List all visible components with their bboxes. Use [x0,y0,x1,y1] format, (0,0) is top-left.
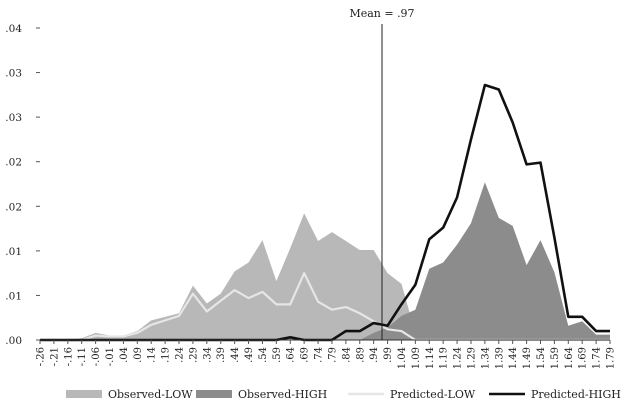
x-tick-label: .99 [383,347,394,363]
x-tick-label: -.06 [91,347,102,366]
x-tick-label: 1.64 [564,347,575,369]
x-tick-label: .64 [286,347,297,363]
x-tick-label: .09 [133,347,144,363]
legend-swatch-observed-low [66,390,102,398]
y-tick-label: .01 [5,246,22,258]
x-tick-label: .54 [258,347,269,363]
legend-label-predicted-low: Predicted-LOW [390,388,476,401]
x-tick-label: 1.59 [550,347,561,369]
x-tick-label: .04 [119,347,130,363]
y-tick-label: .01 [5,290,22,302]
legend-label-observed-high: Observed-HIGH [238,388,327,401]
legend-label-observed-low: Observed-LOW [108,388,193,401]
x-tick-label: .74 [314,347,325,363]
x-tick-label: 1.74 [592,347,603,369]
x-tick-label: .14 [147,347,158,363]
x-tick-label: .79 [327,347,338,363]
x-tick-label: .24 [175,347,186,363]
x-tick-label: 1.14 [425,347,436,369]
x-tick-label: 1.54 [536,347,547,369]
x-tick-label: 1.39 [494,347,505,369]
x-tick-label: .29 [188,347,199,363]
mean-label: Mean = .97 [349,7,414,20]
x-tick-label: .89 [355,347,366,363]
x-tick-label: -.26 [36,347,47,366]
series-area-observed-high [40,182,610,340]
x-tick-label: 1.04 [397,347,408,369]
x-tick-label: 1.09 [411,347,422,369]
x-tick-label: .19 [161,347,172,363]
x-tick-label: -.21 [49,347,60,366]
y-tick-label: .02 [5,201,22,213]
y-tick-label: .02 [5,157,22,169]
x-tick-label: -.01 [105,347,116,366]
x-tick-label: .84 [341,347,352,363]
legend-swatch-observed-high [196,390,232,398]
x-tick-label: 1.69 [578,347,589,369]
y-tick-label: .03 [5,112,22,124]
y-tick-label: .00 [5,335,22,347]
x-tick-label: 1.49 [522,347,533,369]
y-tick-label: .03 [5,68,22,80]
x-tick-label: 1.79 [606,347,617,369]
x-tick-label: .44 [230,347,241,363]
x-tick-label: .39 [216,347,227,363]
x-tick-label: -.11 [77,347,88,366]
legend-label-predicted-high: Predicted-HIGH [531,388,621,401]
x-tick-label: 1.29 [466,347,477,369]
x-tick-label: .49 [244,347,255,363]
x-tick-label: .59 [272,347,283,363]
x-tick-label: 1.34 [480,347,491,369]
x-tick-label: .69 [300,347,311,363]
y-tick-label: .04 [5,23,22,35]
x-tick-label: 1.44 [508,347,519,369]
x-tick-label: 1.24 [453,347,464,369]
x-tick-label: .34 [202,347,213,363]
x-tick-label: -.16 [63,347,74,366]
x-tick-label: .94 [369,347,380,363]
x-tick-label: 1.19 [439,347,450,369]
